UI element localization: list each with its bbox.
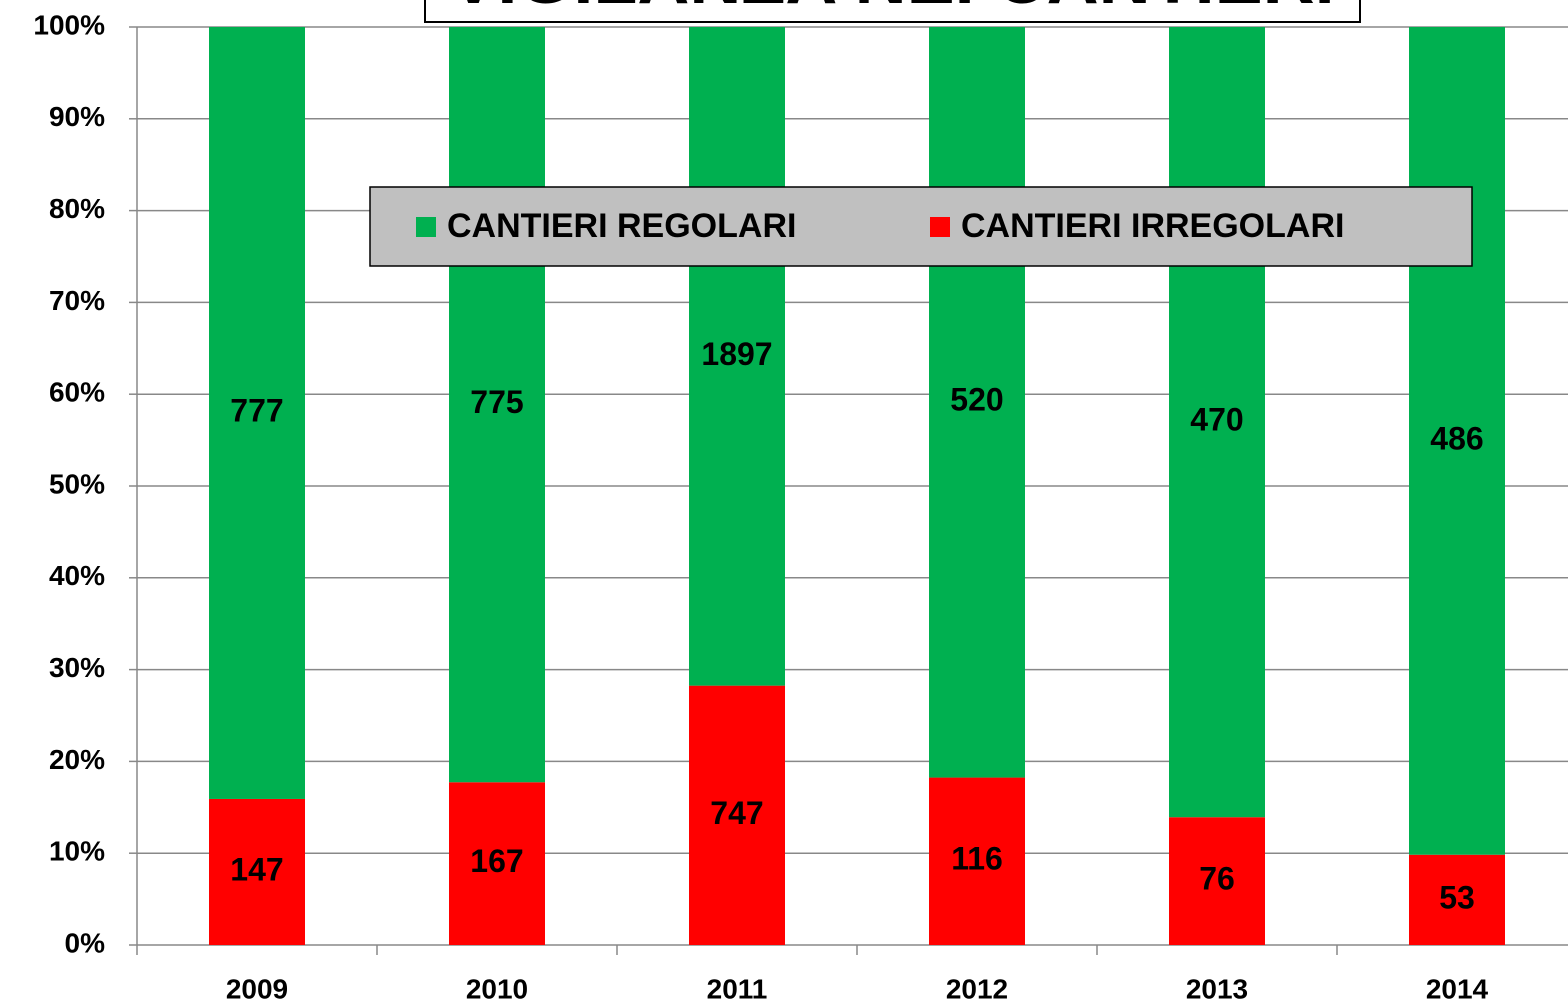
bar-segment [1409,27,1505,855]
bar-segment [209,27,305,799]
data-label: 775 [470,384,523,420]
bar-segment [209,798,305,945]
legend-label: CANTIERI IRREGOLARI [961,207,1344,245]
y-tick-label: 90% [49,101,105,132]
y-tick-label: 40% [49,560,105,591]
y-tick-label: 30% [49,652,105,683]
bar-segment [1169,817,1265,945]
y-tick-label: 50% [49,468,105,499]
x-tick-label: 2009 [226,973,288,1004]
y-tick-label: 0% [65,927,106,958]
y-tick-label: 60% [49,377,105,408]
x-tick-label: 2012 [946,973,1008,1004]
bar-segment [689,685,785,945]
bar-segment [1409,854,1505,945]
data-label: 520 [950,382,1003,418]
bar-segment [449,27,545,783]
bar-segment [929,27,1025,778]
y-tick-label: 100% [33,9,105,40]
data-label: 147 [230,851,283,887]
data-label: 167 [470,843,523,879]
bar-segment [929,777,1025,945]
legend: CANTIERI REGOLARI CANTIERI IRREGOLARI [369,186,1473,267]
legend-box [369,186,1473,267]
y-tick-label: 70% [49,285,105,316]
legend-label: CANTIERI REGOLARI [447,207,796,245]
y-tick-label: 10% [49,836,105,867]
x-tick-label: 2011 [707,973,768,1004]
data-label: 486 [1430,420,1483,456]
data-label: 1897 [701,336,772,372]
data-label: 777 [230,392,283,428]
bar-segment [449,782,545,945]
data-label: 76 [1199,861,1235,897]
legend-swatch [416,217,436,237]
data-label: 470 [1190,402,1243,438]
legend-swatch [930,217,950,237]
title-box [424,0,1361,23]
data-label: 116 [951,841,1003,877]
bar-layer: 2009 147 777 2010 167 775 2011 747 1897 2012 116 52… [209,27,1505,1004]
data-label: 53 [1439,879,1475,915]
bar-segment [1169,27,1265,818]
y-tick-label: 80% [49,193,105,224]
y-tick-label: 20% [49,744,105,775]
chart-title: VIGILANZA NEI CANTIERI [449,0,1334,19]
bar-segment [689,27,785,686]
x-tick-label: 2013 [1186,973,1248,1004]
x-tick-label: 2010 [466,973,528,1004]
x-tick-label: 2014 [1426,973,1489,1004]
data-label: 747 [710,795,763,831]
